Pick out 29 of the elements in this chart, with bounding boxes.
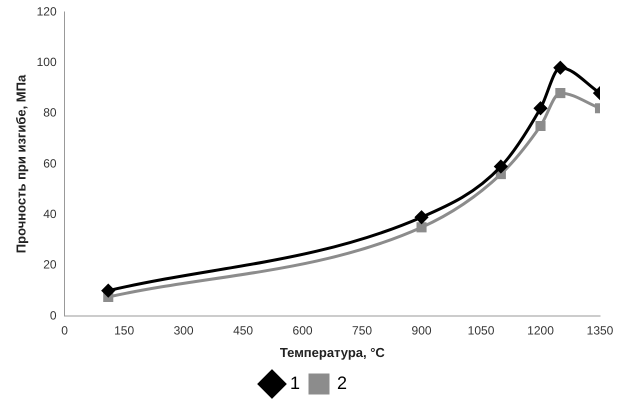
x-tick-label: 1350: [586, 324, 614, 338]
point: [534, 102, 548, 115]
y-tick-label: 40: [43, 206, 57, 221]
x-tick-label: 150: [114, 324, 134, 338]
point: [555, 88, 566, 98]
x-tick-label: 300: [174, 324, 194, 338]
y-axis-title: Прочность при изгибе, МПа: [13, 74, 28, 254]
y-tick-label: 80: [43, 106, 57, 120]
y-tick-label: 60: [43, 156, 57, 170]
x-tick-label: 450: [233, 324, 254, 338]
legend-label: 2: [337, 372, 348, 393]
x-tick-label: 900: [412, 324, 432, 338]
point: [554, 61, 567, 74]
y-tick-label: 20: [43, 258, 57, 272]
point: [494, 160, 508, 174]
x-tick-label: 600: [292, 324, 313, 338]
point: [535, 120, 546, 132]
legend-label: 1: [290, 372, 300, 393]
x-tick-label: 1200: [527, 324, 554, 338]
y-tick-label: 120: [36, 4, 57, 18]
x-tick-label: 1050: [468, 324, 495, 338]
x-axis-title: Температура, °C: [280, 344, 386, 360]
y-tick-label: 0: [50, 308, 57, 322]
point: [416, 222, 427, 232]
x-tick-label: 0: [61, 324, 68, 338]
point: [415, 210, 428, 224]
y-tick-label: 100: [36, 54, 57, 69]
point: [102, 284, 115, 298]
x-tick-label: 750: [352, 324, 372, 338]
